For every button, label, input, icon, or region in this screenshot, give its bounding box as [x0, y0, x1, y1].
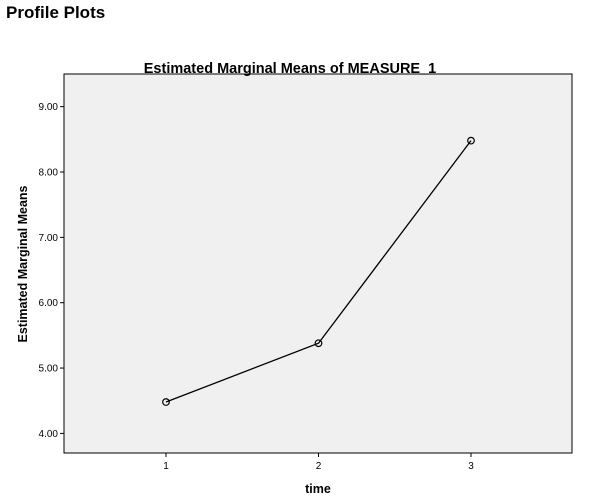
- y-tick-label: 8.00: [39, 168, 59, 179]
- series-line: [165, 140, 472, 403]
- x-axis-label: time: [305, 482, 331, 496]
- y-axis: 4.00 5.00 6.00 7.00 8.00 9.00: [39, 102, 64, 440]
- data-point-marker: [467, 136, 475, 145]
- plot-area: [63, 73, 573, 454]
- y-tick-label: 5.00: [39, 364, 59, 375]
- chart-title: Estimated Marginal Means of MEASURE_1: [144, 61, 437, 77]
- x-tick-label: 2: [316, 461, 322, 472]
- x-tick-label: 3: [468, 461, 474, 472]
- y-tick-label: 7.00: [39, 233, 59, 244]
- data-point-marker: [314, 339, 323, 348]
- y-tick-label: 4.00: [39, 429, 59, 440]
- data-series: [162, 136, 475, 406]
- x-tick-label: 1: [163, 461, 169, 472]
- y-tick-label: 9.00: [39, 102, 59, 113]
- data-point-marker: [162, 398, 170, 406]
- y-tick-label: 6.00: [39, 298, 59, 309]
- x-axis: 1 2 3: [163, 453, 474, 472]
- page-heading: Profile Plots: [6, 3, 106, 22]
- y-axis-label: Estimated Marginal Means: [16, 185, 30, 342]
